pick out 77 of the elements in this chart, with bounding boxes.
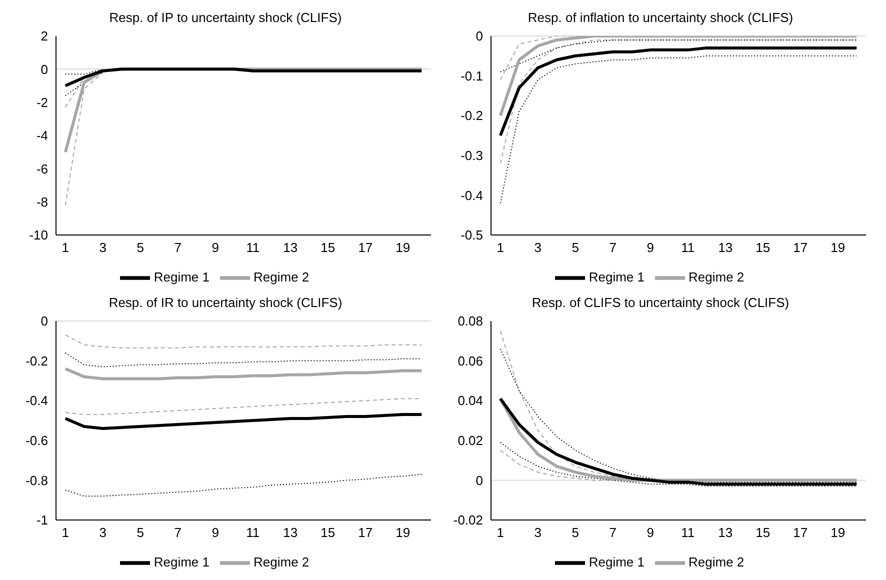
- x-tick-label: 13: [283, 525, 298, 540]
- x-tick-label: 5: [136, 240, 144, 256]
- x-tick-label: 3: [534, 525, 542, 540]
- x-tick-label: 1: [62, 525, 69, 540]
- x-tick-label: 1: [496, 525, 504, 540]
- x-tick-label: 13: [283, 240, 298, 256]
- legend-label: Regime 2: [254, 269, 310, 284]
- x-tick-label: 11: [246, 240, 260, 256]
- x-tick-label: 19: [396, 240, 410, 256]
- x-tick-label: 17: [358, 240, 373, 256]
- x-tick-label: 19: [396, 525, 410, 540]
- x-tick-label: 1: [496, 240, 504, 256]
- y-tick-label: 0.06: [458, 353, 483, 368]
- y-tick-label: 0: [476, 472, 483, 488]
- chart-title: Resp. of inflation to uncertainty shock (CLIFS): [526, 9, 794, 27]
- x-tick-label: 9: [212, 240, 219, 256]
- x-tick-label: 11: [246, 525, 260, 540]
- y-tick-label: -0.02: [453, 512, 483, 528]
- x-tick-label: 3: [534, 240, 542, 256]
- x-tick-label: 3: [99, 525, 106, 540]
- y-tick-label: -0.1: [460, 68, 483, 84]
- y-tick-label: -1: [36, 512, 48, 528]
- x-tick-label: 19: [830, 525, 846, 540]
- x-tick-label: 1: [62, 240, 69, 256]
- x-tick-label: 7: [609, 240, 616, 256]
- chart-title: Resp. of CLIFS to uncertainty shock (CLIFS): [530, 294, 790, 312]
- y-tick-label: -4: [36, 128, 48, 144]
- x-tick-label: 13: [718, 240, 733, 256]
- y-tick-label: -0.8: [26, 472, 48, 488]
- y-tick-label: 0.04: [458, 393, 483, 408]
- y-tick-label: -0.3: [460, 148, 483, 164]
- y-tick-label: -0.4: [460, 188, 483, 203]
- y-tick-label: 0.08: [458, 314, 483, 329]
- x-tick-label: 17: [358, 525, 373, 540]
- chart-title: Resp. of IR to uncertainty shock (CLIFS): [108, 294, 344, 312]
- x-tick-label: 11: [681, 240, 695, 256]
- x-tick-label: 3: [99, 240, 106, 256]
- legend-label: Regime 2: [688, 269, 744, 284]
- x-tick-label: 7: [174, 240, 182, 256]
- y-tick-label: 0: [476, 28, 483, 44]
- x-tick-label: 9: [646, 525, 654, 540]
- x-tick-label: 7: [174, 525, 182, 540]
- y-tick-label: -6: [36, 161, 48, 176]
- legend-label: Regime 1: [154, 554, 210, 570]
- legend-label: Regime 1: [154, 269, 210, 284]
- y-tick-label: -0.6: [26, 433, 48, 448]
- x-tick-label: 9: [212, 525, 219, 540]
- x-tick-label: 15: [320, 240, 336, 256]
- legend-label: Regime 1: [588, 269, 644, 284]
- x-tick-label: 7: [609, 525, 616, 540]
- x-tick-label: 5: [136, 525, 144, 540]
- x-tick-label: 15: [756, 240, 770, 256]
- y-tick-label: 2: [40, 28, 48, 44]
- y-tick-label: -0.2: [460, 108, 483, 124]
- y-tick-label: 0: [40, 62, 48, 77]
- x-tick-label: 9: [646, 240, 654, 256]
- x-tick-label: 11: [681, 525, 695, 540]
- y-tick-label: -10: [29, 228, 48, 243]
- x-tick-label: 15: [756, 525, 770, 540]
- y-tick-label: -0.5: [460, 228, 483, 243]
- x-tick-label: 17: [793, 240, 808, 256]
- x-tick-label: 5: [572, 240, 579, 256]
- x-tick-label: 17: [793, 525, 808, 540]
- y-tick-label: 0.02: [458, 433, 483, 448]
- y-tick-label: -8: [36, 194, 48, 210]
- legend-label: Regime 2: [254, 554, 310, 570]
- legend-label: Regime 2: [688, 554, 744, 570]
- y-tick-label: -0.2: [26, 353, 48, 368]
- x-tick-label: 15: [320, 525, 336, 540]
- x-tick-label: 13: [718, 525, 733, 540]
- chart-title: Resp. of IP to uncertainty shock (CLIFS): [108, 9, 343, 27]
- y-tick-label: -0.4: [26, 393, 48, 408]
- y-tick-label: -2: [36, 94, 48, 110]
- x-tick-label: 5: [572, 525, 579, 540]
- x-tick-label: 19: [830, 240, 846, 256]
- y-tick-label: 0: [40, 314, 48, 329]
- legend-label: Regime 1: [588, 554, 644, 570]
